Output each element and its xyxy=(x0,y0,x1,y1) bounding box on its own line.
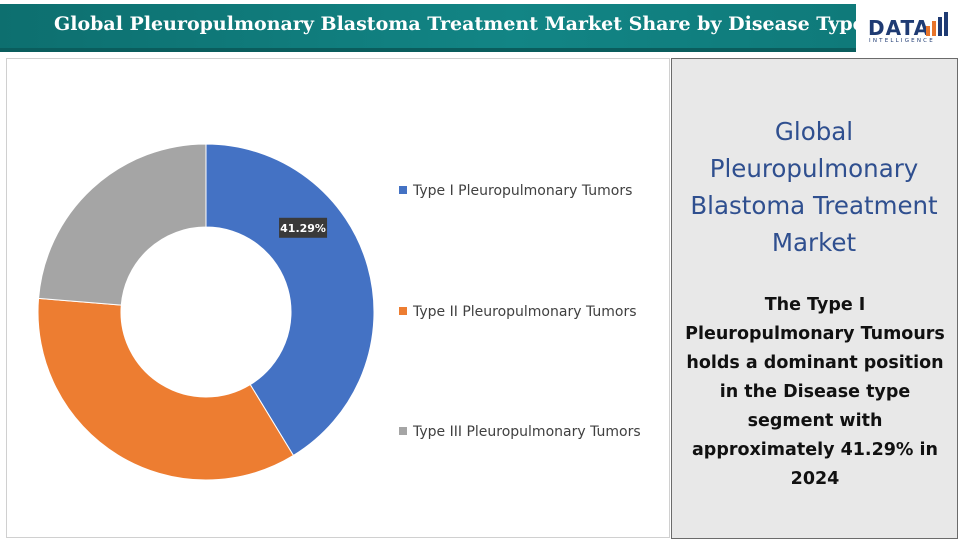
title-band: Global Pleuropulmonary Blastoma Treatmen… xyxy=(0,4,931,48)
header: Global Pleuropulmonary Blastoma Treatmen… xyxy=(0,0,975,56)
data-label-text: 41.29% xyxy=(280,222,326,235)
chart-panel: 41.29% Type I Pleuropulmonary Tumors Typ… xyxy=(6,58,670,538)
data-label-type1: 41.29% xyxy=(279,217,328,238)
legend-item-type3: Type III Pleuropulmonary Tumors xyxy=(399,424,641,444)
legend-item-type2: Type II Pleuropulmonary Tumors xyxy=(399,304,637,324)
title-underline xyxy=(0,48,856,52)
legend-swatch-type1 xyxy=(399,186,407,194)
legend-label-type1: Type I Pleuropulmonary Tumors xyxy=(413,183,633,199)
logo: DATA INTELLIGENCE xyxy=(860,6,970,48)
logo-word: DATA xyxy=(868,16,931,40)
legend-label-type3: Type III Pleuropulmonary Tumors xyxy=(413,424,641,440)
data-label-box xyxy=(279,217,328,238)
legend-swatch-type3 xyxy=(399,427,407,435)
legend-swatch-type2 xyxy=(399,307,407,315)
side-panel: Global Pleuropulmonary Blastoma Treatmen… xyxy=(671,58,958,539)
donut-slice-type1 xyxy=(205,143,375,457)
legend-label-type2: Type II Pleuropulmonary Tumors xyxy=(413,304,637,320)
donut-chart: 41.29% xyxy=(37,143,375,481)
donut-slice-type2 xyxy=(37,297,295,481)
logo-subtitle: INTELLIGENCE xyxy=(869,38,935,44)
title-band-fill xyxy=(0,4,856,48)
side-panel-body: The Type I Pleuropulmonary Tumours holds… xyxy=(685,295,945,489)
page-title: Global Pleuropulmonary Blastoma Treatmen… xyxy=(54,13,931,35)
donut-slice-type3 xyxy=(38,143,207,306)
side-panel-title: Global Pleuropulmonary Blastoma Treatmen… xyxy=(690,117,938,257)
legend-item-type1: Type I Pleuropulmonary Tumors xyxy=(399,183,632,203)
logo-bars-icon xyxy=(926,12,948,36)
